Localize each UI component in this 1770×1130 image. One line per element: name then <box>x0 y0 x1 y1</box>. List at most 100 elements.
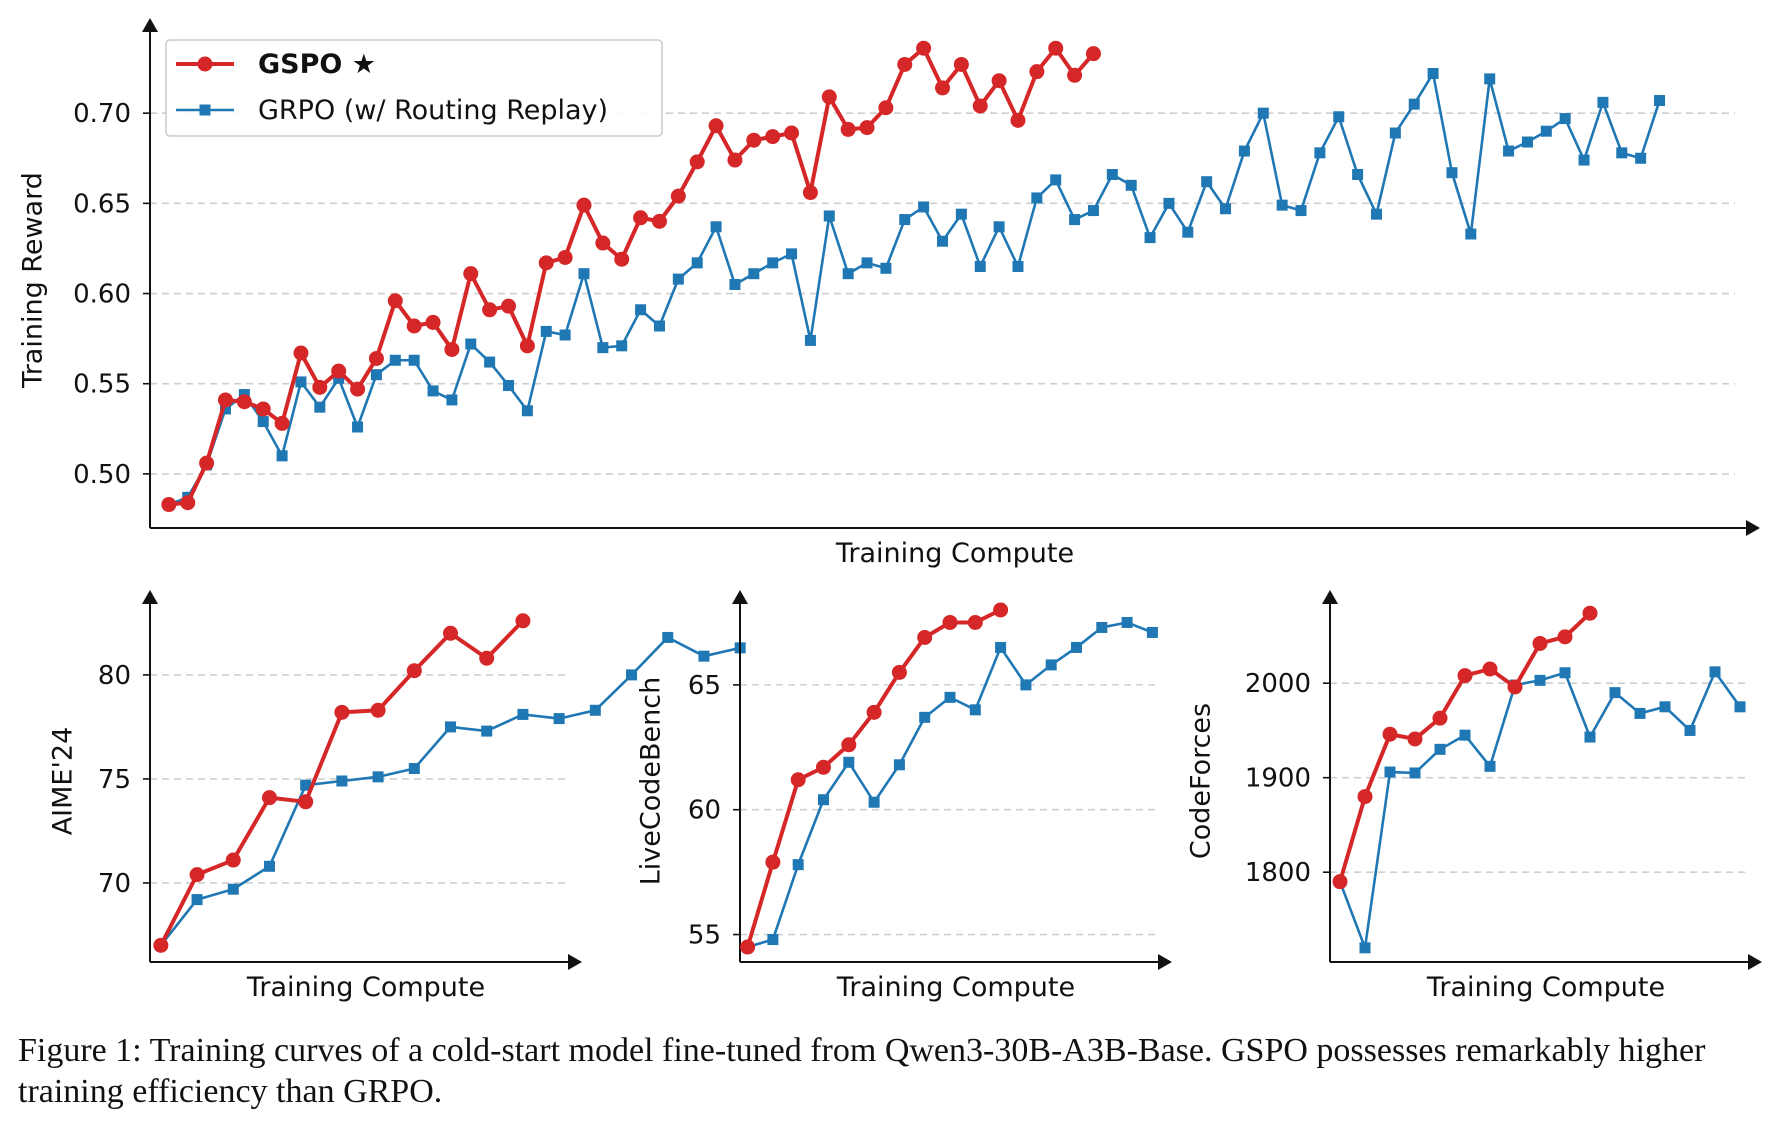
data-point-grpo <box>1121 616 1133 628</box>
data-point-gspo <box>1382 726 1398 742</box>
y-axis-arrow <box>732 590 748 604</box>
data-point-grpo <box>446 394 458 406</box>
legend: GSPO ★ GRPO (w/ Routing Replay) <box>165 39 663 137</box>
data-point-grpo <box>1238 145 1250 157</box>
data-point-gspo <box>935 80 950 96</box>
y-axis-arrow <box>142 18 158 32</box>
data-point-grpo <box>408 354 420 366</box>
data-point-grpo <box>503 380 515 392</box>
data-point-gspo <box>1532 635 1548 651</box>
data-point-gspo <box>1582 605 1598 621</box>
data-point-grpo <box>1540 125 1552 137</box>
data-point-grpo <box>481 725 493 737</box>
data-point-gspo <box>689 154 705 170</box>
data-point-gspo <box>942 614 958 630</box>
data-point-grpo <box>276 450 288 462</box>
data-point-grpo <box>1384 766 1396 778</box>
data-point-grpo <box>1521 136 1533 148</box>
data-point-gspo <box>878 100 894 116</box>
data-point-grpo <box>843 756 855 768</box>
data-point-gspo <box>859 120 875 136</box>
data-point-grpo <box>955 208 967 220</box>
data-point-grpo <box>1096 621 1108 633</box>
x-axis-label: Training Compute <box>246 972 485 1003</box>
data-point-gspo <box>897 56 913 72</box>
data-point-gspo <box>1432 710 1448 726</box>
data-point-gspo <box>917 629 933 645</box>
y-axis-label: CodeForces <box>1186 703 1217 859</box>
y-tick-label: 1900 <box>1245 764 1311 794</box>
legend-marker-square <box>199 104 211 116</box>
data-point-gspo <box>274 415 290 431</box>
data-point-gspo <box>765 129 781 145</box>
x-axis-label: Training Compute <box>1426 972 1665 1003</box>
data-point-gspo <box>298 794 314 810</box>
data-point-gspo <box>1085 46 1101 62</box>
data-point-grpo <box>880 262 892 274</box>
data-point-gspo <box>1557 629 1573 645</box>
data-point-gspo <box>1029 64 1045 80</box>
y-tick-label: 1800 <box>1245 858 1311 888</box>
data-point-grpo <box>672 273 684 285</box>
data-point-gspo <box>406 663 422 679</box>
data-point-gspo <box>790 772 806 788</box>
data-point-gspo <box>1457 668 1473 684</box>
data-point-gspo <box>217 392 233 408</box>
data-point-gspo <box>1048 40 1064 56</box>
series-line-gspo <box>1338 611 1592 883</box>
data-point-gspo <box>821 89 837 105</box>
data-point-grpo <box>804 334 816 346</box>
data-point-grpo <box>408 763 420 775</box>
data-point-gspo <box>670 188 686 204</box>
data-point-gspo <box>557 249 573 265</box>
data-point-grpo <box>1659 701 1671 713</box>
data-point-grpo <box>937 235 948 247</box>
data-point-grpo <box>1295 205 1307 217</box>
data-point-grpo <box>1069 214 1081 226</box>
y-tick-label: 55 <box>688 921 721 951</box>
y-tick-label: 0.55 <box>73 370 131 400</box>
data-point-grpo <box>823 210 835 222</box>
data-point-grpo <box>1559 667 1571 679</box>
data-point-gspo <box>841 737 857 753</box>
data-point-grpo <box>1045 659 1057 671</box>
data-point-grpo <box>314 401 326 413</box>
data-point-grpo <box>300 779 312 791</box>
data-point-gspo <box>991 73 1007 89</box>
data-point-grpo <box>1314 147 1326 159</box>
data-point-grpo <box>1684 724 1696 736</box>
series-line-grpo <box>747 621 1153 949</box>
data-point-gspo <box>538 255 554 271</box>
data-point-gspo <box>334 704 350 720</box>
data-point-grpo <box>1106 168 1118 180</box>
data-point-grpo <box>1434 743 1446 755</box>
figure-caption: Figure 1: Training curves of a cold-star… <box>18 1032 1706 1110</box>
data-point-grpo <box>662 631 674 643</box>
y-tick-label: 65 <box>688 671 721 701</box>
data-point-gspo <box>387 293 403 309</box>
data-point-grpo <box>1182 226 1194 238</box>
data-point-grpo <box>553 713 565 725</box>
data-point-grpo <box>1087 205 1099 217</box>
data-point-gspo <box>765 854 781 870</box>
data-point-grpo <box>540 325 552 337</box>
data-point-grpo <box>578 268 590 280</box>
data-point-gspo <box>293 345 309 361</box>
data-point-grpo <box>1559 113 1571 125</box>
y-axis-label: LiveCodeBench <box>636 677 667 885</box>
data-point-gspo <box>312 379 328 395</box>
data-point-gspo <box>482 302 498 318</box>
data-point-grpo <box>748 268 760 280</box>
data-point-grpo <box>1012 260 1024 272</box>
data-point-gspo <box>866 704 882 720</box>
data-point-grpo <box>969 704 981 716</box>
data-point-grpo <box>1201 176 1213 188</box>
data-point-grpo <box>227 883 239 895</box>
y-tick-label: 80 <box>98 661 131 691</box>
data-point-grpo <box>1597 96 1609 108</box>
data-point-grpo <box>1635 152 1647 164</box>
series-line-grpo <box>168 72 1661 506</box>
y-axis-arrow <box>1322 590 1338 604</box>
y-tick-label: 0.60 <box>73 280 131 310</box>
data-point-grpo <box>521 405 533 417</box>
